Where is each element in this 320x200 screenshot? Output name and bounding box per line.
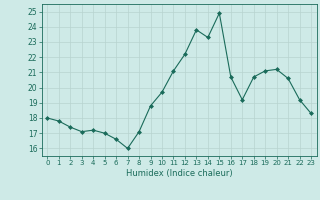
X-axis label: Humidex (Indice chaleur): Humidex (Indice chaleur) [126,169,233,178]
